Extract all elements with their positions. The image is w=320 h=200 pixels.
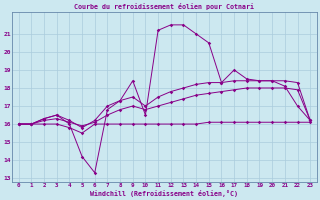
Title: Courbe du refroidissement éolien pour Cotnari: Courbe du refroidissement éolien pour Co… xyxy=(75,3,254,10)
X-axis label: Windchill (Refroidissement éolien,°C): Windchill (Refroidissement éolien,°C) xyxy=(91,190,238,197)
